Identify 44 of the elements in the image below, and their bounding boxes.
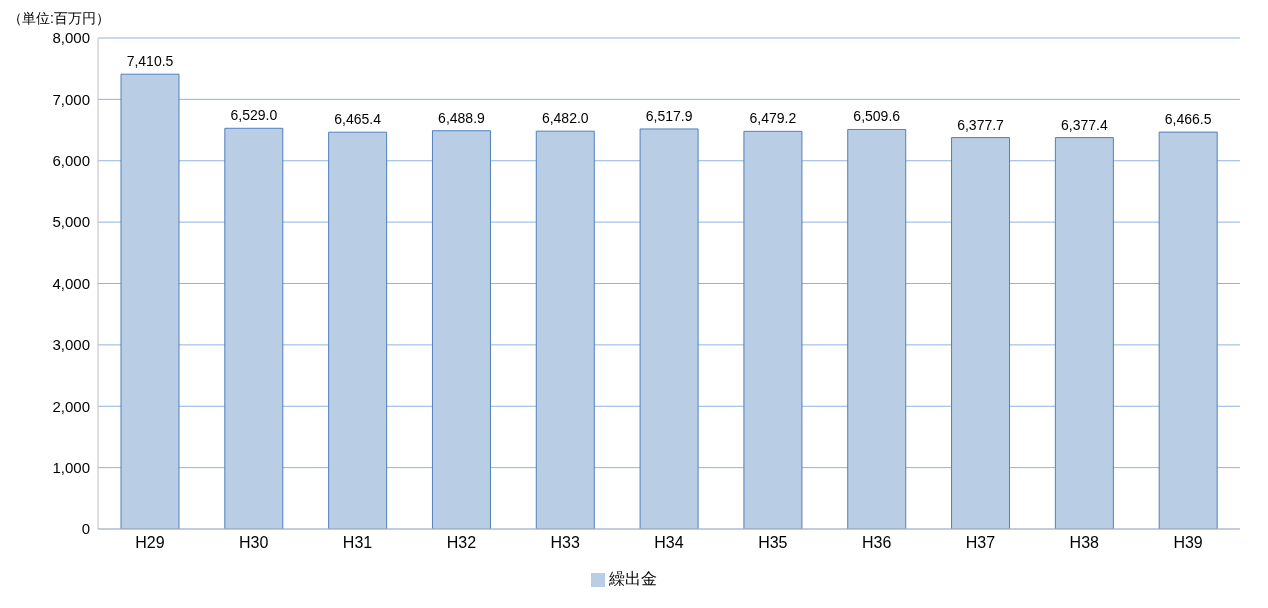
x-tick-label: H35 <box>758 534 788 552</box>
y-tick-label: 2,000 <box>52 397 90 415</box>
x-tick-label: H30 <box>239 534 269 552</box>
x-tick-label: H34 <box>654 534 684 552</box>
data-label: 6,529.0 <box>230 107 278 124</box>
y-tick-label: 0 <box>81 520 90 538</box>
data-label: 6,465.4 <box>334 111 382 128</box>
bar <box>120 73 180 529</box>
y-tick-label: 7,000 <box>52 90 90 108</box>
x-tick-label: H32 <box>446 534 477 552</box>
bar <box>328 131 388 529</box>
data-label: 6,377.4 <box>1061 116 1108 133</box>
x-tick-label: H33 <box>550 534 580 552</box>
data-label: 6,377.7 <box>957 116 1005 133</box>
bar <box>743 130 803 529</box>
x-tick-label: H37 <box>965 534 996 552</box>
y-tick-label: 1,000 <box>52 458 90 476</box>
y-tick-label: 5,000 <box>52 213 90 231</box>
bar <box>951 137 1011 529</box>
x-tick-label: H31 <box>342 534 373 552</box>
bar <box>639 128 699 529</box>
x-tick-label: H29 <box>135 534 165 552</box>
y-tick-label: 3,000 <box>52 336 90 354</box>
bar <box>847 128 907 529</box>
x-tick-label: H39 <box>1173 534 1203 552</box>
data-label: 7,410.5 <box>126 53 174 70</box>
legend-label: 繰出金 <box>609 570 657 587</box>
y-axis-title: （単位:百万円） <box>8 10 110 28</box>
data-label: 6,482.0 <box>541 110 589 127</box>
bar <box>1054 137 1114 529</box>
data-label: 6,488.9 <box>438 109 486 126</box>
x-tick-label: H38 <box>1069 534 1100 552</box>
data-label: 6,466.5 <box>1164 111 1212 128</box>
bar <box>535 130 595 529</box>
data-label: 6,517.9 <box>645 107 693 124</box>
bar <box>1158 131 1218 529</box>
bar <box>224 127 284 529</box>
y-tick-label: 8,000 <box>52 29 90 47</box>
y-tick-label: 6,000 <box>52 152 90 170</box>
data-label: 6,479.2 <box>749 110 797 127</box>
data-label: 6,509.6 <box>853 108 901 125</box>
y-tick-label: 4,000 <box>52 274 90 292</box>
bar <box>431 130 491 529</box>
x-tick-label: H36 <box>861 534 892 552</box>
